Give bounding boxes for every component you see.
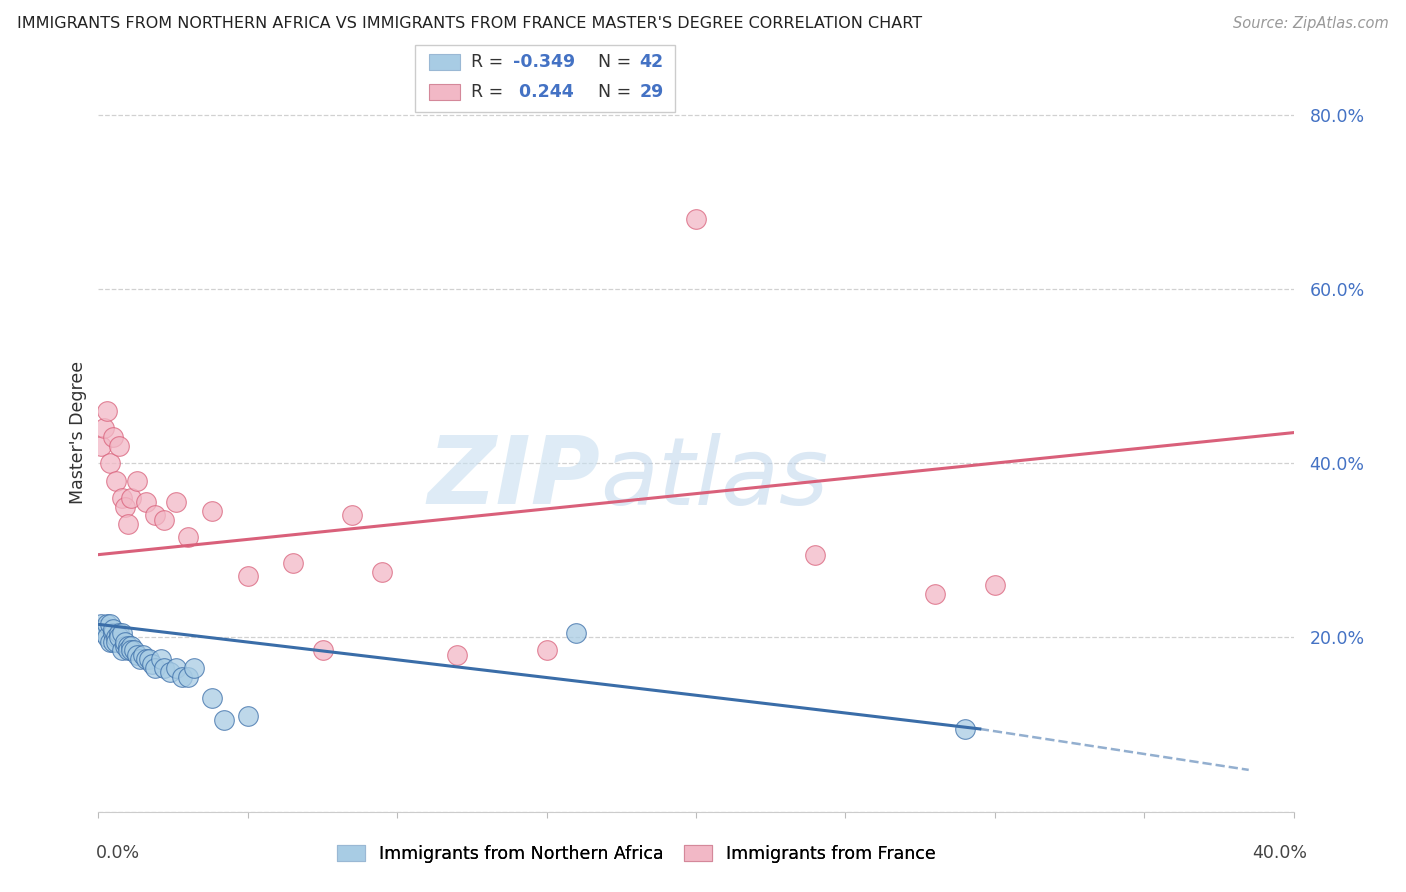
Point (114, 639, 136, 653)
Point (953, 722, 976, 736)
Point (103, 626, 125, 640)
Point (236, 569, 259, 583)
Point (93, 626, 115, 640)
Point (159, 665, 181, 680)
Point (120, 491, 142, 505)
Point (124, 643, 146, 657)
Point (236, 709, 259, 723)
Point (165, 661, 187, 675)
Text: IMMIGRANTS FROM NORTHERN AFRICA VS IMMIGRANTS FROM FRANCE MASTER'S DEGREE CORREL: IMMIGRANTS FROM NORTHERN AFRICA VS IMMIG… (17, 16, 922, 31)
Text: 0.244: 0.244 (513, 83, 574, 101)
Point (98, 634, 122, 648)
Text: ZIP: ZIP (427, 432, 600, 524)
Point (153, 513, 176, 527)
Text: 40.0%: 40.0% (1253, 844, 1308, 862)
Point (135, 495, 157, 509)
Point (212, 713, 235, 727)
Point (90, 439, 112, 453)
Point (138, 652, 160, 666)
Point (924, 587, 946, 601)
Text: atlas: atlas (600, 433, 828, 524)
Point (120, 639, 142, 653)
Point (984, 578, 1007, 592)
Point (135, 652, 157, 666)
Point (111, 626, 134, 640)
Point (93, 622, 115, 636)
Point (141, 657, 163, 671)
Text: R =: R = (471, 53, 509, 70)
Point (114, 634, 136, 648)
Point (105, 631, 128, 645)
Point (96, 631, 118, 645)
Point (342, 508, 364, 523)
Point (108, 631, 131, 645)
Point (117, 643, 139, 657)
Text: -0.349: -0.349 (513, 53, 575, 70)
Text: N =: N = (598, 83, 637, 101)
Point (96, 404, 118, 418)
Point (446, 648, 468, 662)
Point (108, 439, 131, 453)
Text: N =: N = (598, 53, 637, 70)
Point (685, 212, 707, 227)
Point (165, 495, 187, 509)
Point (177, 670, 200, 684)
Point (108, 626, 131, 640)
Point (129, 652, 152, 666)
Point (114, 500, 136, 514)
Point (536, 643, 558, 657)
Point (153, 661, 176, 675)
Y-axis label: Master's Degree: Master's Degree (69, 361, 87, 504)
Point (127, 648, 149, 662)
Point (96, 617, 118, 632)
Point (311, 643, 333, 657)
Point (172, 670, 194, 684)
Point (371, 565, 394, 579)
Point (103, 634, 125, 648)
Point (98, 456, 122, 470)
Point (183, 661, 205, 675)
Point (132, 648, 155, 662)
Point (120, 643, 142, 657)
Point (103, 430, 125, 444)
Text: 42: 42 (640, 53, 664, 70)
Point (111, 643, 134, 657)
Point (281, 557, 304, 571)
Point (117, 517, 139, 532)
Text: 29: 29 (640, 83, 664, 101)
Point (93, 421, 115, 435)
Point (127, 474, 149, 488)
Point (103, 622, 125, 636)
Point (143, 661, 166, 675)
Text: R =: R = (471, 83, 509, 101)
Text: 0.0%: 0.0% (96, 844, 139, 862)
Point (804, 548, 827, 562)
Point (105, 634, 128, 648)
Point (117, 639, 139, 653)
Point (98, 617, 122, 632)
Point (90, 617, 112, 632)
Point (143, 508, 166, 523)
Legend: Immigrants from Northern Africa, Immigrants from France: Immigrants from Northern Africa, Immigra… (330, 838, 942, 870)
Point (111, 491, 134, 505)
Point (565, 626, 588, 640)
Point (105, 474, 128, 488)
Point (177, 530, 200, 544)
Point (201, 504, 224, 518)
Point (201, 691, 224, 706)
Text: Source: ZipAtlas.com: Source: ZipAtlas.com (1233, 16, 1389, 31)
Point (150, 652, 173, 666)
